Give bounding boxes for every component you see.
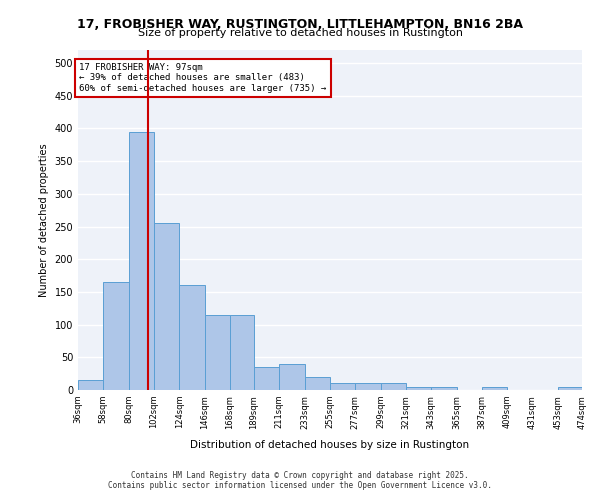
Bar [128,132,154,390]
Bar [179,286,205,390]
Bar [330,384,355,390]
Text: 17, FROBISHER WAY, RUSTINGTON, LITTLEHAMPTON, BN16 2BA: 17, FROBISHER WAY, RUSTINGTON, LITTLEHAM… [77,18,523,30]
Bar [431,386,457,390]
Text: Size of property relative to detached houses in Rustington: Size of property relative to detached ho… [137,28,463,38]
Bar [230,315,254,390]
Bar [154,224,179,390]
Bar [78,380,103,390]
Text: Contains HM Land Registry data © Crown copyright and database right 2025.
Contai: Contains HM Land Registry data © Crown c… [108,470,492,490]
Bar [380,384,406,390]
Bar [406,386,431,390]
Bar [280,364,305,390]
Bar [558,386,582,390]
Bar [103,282,128,390]
Text: 17 FROBISHER WAY: 97sqm
← 39% of detached houses are smaller (483)
60% of semi-d: 17 FROBISHER WAY: 97sqm ← 39% of detache… [79,63,326,93]
Y-axis label: Number of detached properties: Number of detached properties [39,143,49,297]
Bar [254,367,280,390]
X-axis label: Distribution of detached houses by size in Rustington: Distribution of detached houses by size … [190,440,470,450]
Bar [482,386,507,390]
Bar [205,315,230,390]
Bar [305,377,330,390]
Bar [355,384,380,390]
